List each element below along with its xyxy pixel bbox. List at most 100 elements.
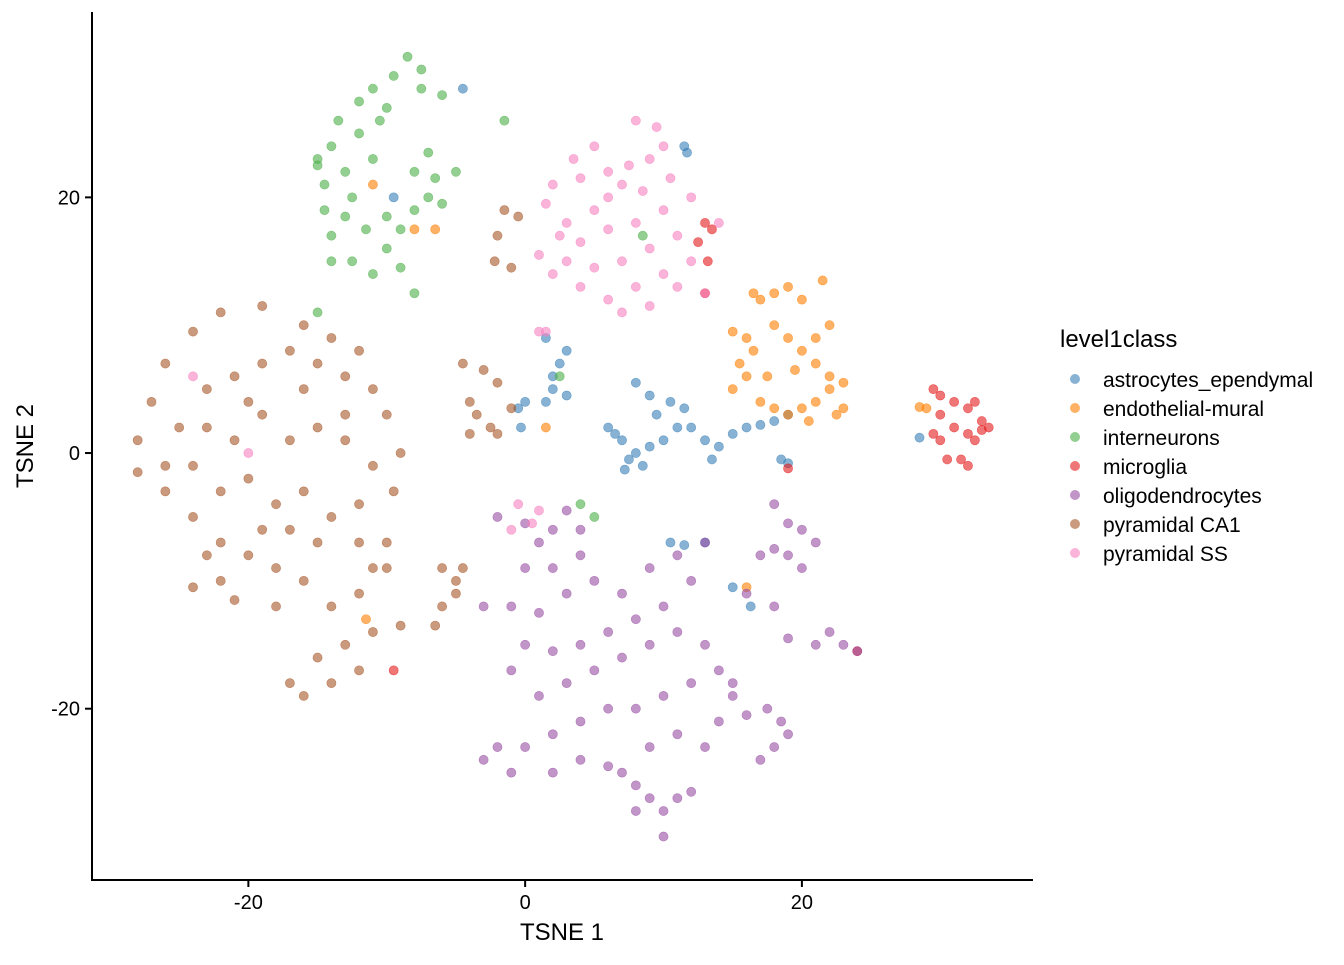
point-endothelial-mural (797, 345, 807, 356)
point-astrocytes-ependymal (700, 435, 710, 446)
point-astrocytes-ependymal (665, 396, 676, 407)
legend-label: astrocytes_ependymal (1103, 369, 1313, 392)
point-astrocytes-ependymal (745, 601, 756, 612)
point-pyramidal-ca1 (354, 665, 364, 676)
legend-label: interneurons (1103, 427, 1220, 450)
point-endothelial-mural (727, 384, 738, 395)
point-interneurons (416, 83, 427, 94)
point-pyramidal-ss (561, 256, 572, 267)
point-pyramidal-ca1 (326, 678, 337, 689)
legend-swatch (1070, 548, 1080, 558)
point-oligodendrocytes (686, 786, 697, 797)
point-pyramidal-ca1 (489, 256, 500, 267)
point-interneurons (499, 115, 510, 126)
point-pyramidal-ss (534, 249, 544, 260)
point-pyramidal-ss (644, 154, 655, 164)
legend-swatch (1070, 432, 1080, 442)
point-oligodendrocytes (617, 588, 627, 599)
point-oligodendrocytes (810, 537, 821, 548)
point-astrocytes-ependymal (561, 390, 572, 401)
point-interneurons (368, 269, 378, 279)
point-microglia (928, 384, 939, 395)
point-microglia (693, 237, 704, 248)
point-pyramidal-ca1 (312, 652, 323, 663)
point-pyramidal-ss (651, 122, 662, 132)
point-oligodendrocytes (603, 627, 614, 637)
point-pyramidal-ca1 (326, 512, 337, 522)
point-pyramidal-ca1 (430, 620, 441, 631)
legend-swatch (1070, 403, 1080, 413)
legend-item: astrocytes_ependymal (1070, 369, 1313, 392)
point-pyramidal-ca1 (340, 371, 351, 382)
point-endothelial-mural (817, 275, 828, 286)
point-oligodendrocytes (547, 729, 558, 740)
point-pyramidal-ss (603, 166, 614, 177)
point-endothelial-mural (734, 358, 745, 369)
point-pyramidal-ss (617, 256, 627, 267)
point-pyramidal-ss (534, 505, 544, 516)
point-pyramidal-ss (630, 115, 641, 126)
point-oligodendrocytes (741, 710, 752, 720)
point-endothelial-mural (741, 333, 752, 343)
point-pyramidal-ca1 (492, 230, 503, 241)
point-astrocytes-ependymal (651, 409, 662, 420)
point-pyramidal-ss (589, 262, 600, 273)
point-pyramidal-ca1 (298, 486, 309, 497)
point-pyramidal-ca1 (368, 627, 378, 637)
point-interneurons (319, 179, 330, 190)
point-pyramidal-ca1 (188, 512, 198, 522)
point-oligodendrocytes (644, 639, 655, 650)
point-microglia (935, 435, 946, 446)
point-astrocytes-ependymal (547, 384, 558, 395)
point-oligodendrocytes (575, 550, 586, 561)
legend-label: endothelial-mural (1103, 398, 1264, 421)
point-astrocytes-ependymal (516, 422, 526, 433)
point-interneurons (312, 160, 323, 171)
point-astrocytes-ependymal (520, 396, 531, 407)
point-endothelial-mural (769, 403, 780, 414)
point-oligodendrocytes (686, 678, 697, 689)
point-pyramidal-ss (624, 160, 634, 171)
point-oligodendrocytes (755, 550, 766, 561)
point-oligodendrocytes (672, 550, 683, 561)
point-oligodendrocytes (797, 563, 807, 573)
point-pyramidal-ss (603, 224, 614, 235)
point-interneurons (354, 128, 364, 139)
point-astrocytes-ependymal (682, 147, 692, 158)
point-oligodendrocytes (644, 793, 655, 804)
point-astrocytes-ependymal (540, 396, 551, 407)
point-pyramidal-ca1 (229, 371, 240, 382)
point-endothelial-mural (921, 403, 932, 414)
point-pyramidal-ca1 (229, 435, 240, 446)
point-oligodendrocytes (769, 601, 780, 612)
point-microglia (949, 422, 960, 433)
point-pyramidal-ca1 (395, 448, 406, 458)
point-microglia (969, 435, 980, 446)
point-pyramidal-ca1 (188, 582, 198, 593)
point-endothelial-mural (783, 333, 793, 343)
point-pyramidal-ca1 (160, 358, 171, 369)
point-interneurons (347, 256, 358, 267)
legend-item: pyramidal CA1 (1070, 514, 1241, 537)
point-pyramidal-ss (630, 218, 641, 228)
point-oligodendrocytes (658, 806, 669, 816)
point-pyramidal-ca1 (478, 365, 489, 375)
point-astrocytes-ependymal (610, 428, 620, 439)
point-oligodendrocytes (783, 518, 793, 529)
point-pyramidal-ca1 (215, 307, 226, 318)
axis-ticks: -20 0 20 -20 0 20 (51, 187, 813, 914)
point-astrocytes-ependymal (637, 460, 648, 471)
point-endothelial-mural (783, 409, 793, 420)
point-pyramidal-ca1 (271, 563, 281, 573)
legend-item: interneurons (1070, 427, 1220, 450)
point-pyramidal-ca1 (485, 422, 496, 433)
point-pyramidal-ss (617, 307, 627, 318)
point-oligodendrocytes (700, 742, 710, 752)
point-oligodendrocytes (769, 544, 780, 554)
point-pyramidal-ss (589, 141, 600, 152)
point-pyramidal-ca1 (243, 473, 254, 484)
point-oligodendrocytes (769, 499, 780, 510)
point-pyramidal-ss (686, 256, 697, 267)
point-pyramidal-ca1 (298, 320, 309, 331)
point-microglia (963, 460, 973, 471)
